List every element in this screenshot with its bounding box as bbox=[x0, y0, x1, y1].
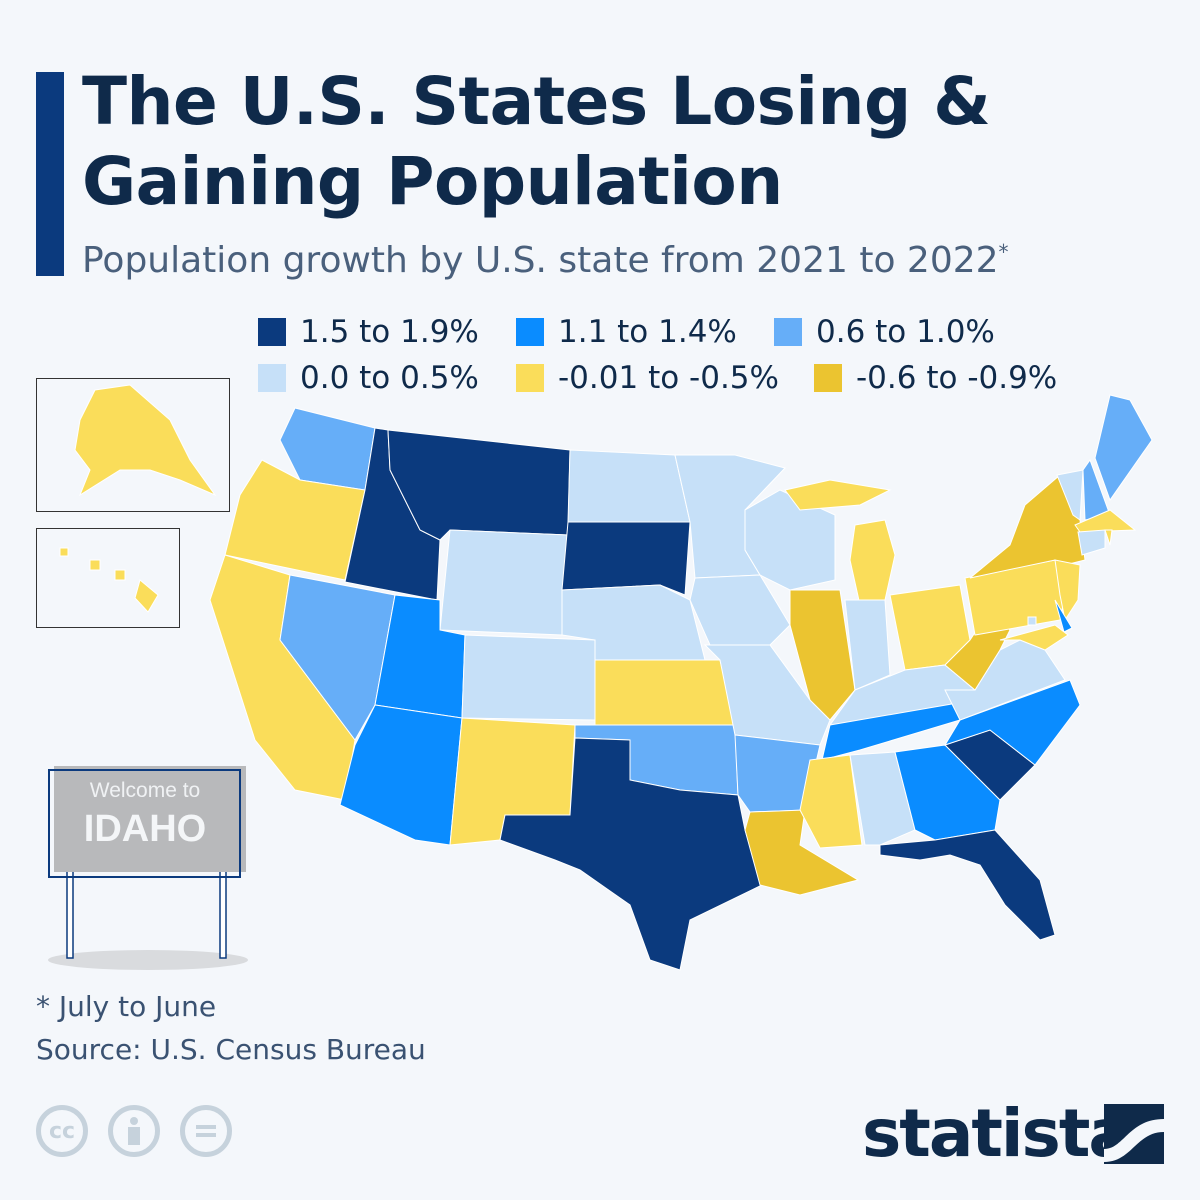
state-nc bbox=[943, 679, 1081, 766]
legend-label: -0.6 to -0.9% bbox=[856, 360, 1058, 396]
state-ct bbox=[1077, 529, 1106, 556]
legend-label: 1.5 to 1.9% bbox=[300, 314, 479, 350]
legend-item: 1.5 to 1.9% bbox=[258, 314, 479, 350]
state-il bbox=[789, 589, 856, 721]
legend-label: 1.1 to 1.4% bbox=[558, 314, 737, 350]
legend-swatch bbox=[516, 364, 544, 392]
state-hi bbox=[59, 547, 159, 613]
subtitle-text: Population growth by U.S. state from 202… bbox=[82, 240, 999, 281]
sign-frame bbox=[48, 769, 241, 878]
state-in bbox=[844, 599, 891, 691]
state-fl bbox=[879, 829, 1056, 941]
state-me bbox=[1094, 394, 1153, 502]
sign-board bbox=[54, 766, 246, 872]
state-al bbox=[849, 751, 916, 846]
state-ms bbox=[799, 754, 863, 849]
state-ri bbox=[1104, 529, 1113, 546]
legend-label: 0.6 to 1.0% bbox=[816, 314, 995, 350]
legend-swatch bbox=[258, 318, 286, 346]
no-derivatives-icon[interactable] bbox=[180, 1105, 232, 1157]
state-md bbox=[999, 624, 1069, 651]
cc-icon[interactable]: cc bbox=[36, 1105, 88, 1157]
subtitle-asterisk: * bbox=[998, 240, 1009, 264]
state-ak bbox=[74, 384, 217, 497]
source: Source: U.S. Census Bureau bbox=[36, 1033, 426, 1066]
legend-label: 0.0 to 0.5% bbox=[300, 360, 479, 396]
state-ks bbox=[594, 659, 736, 726]
cc-text: cc bbox=[48, 1118, 76, 1144]
state-ia bbox=[689, 574, 791, 646]
legend-swatch bbox=[258, 364, 286, 392]
legend-item: -0.01 to -0.5% bbox=[516, 360, 779, 396]
sign-shadow bbox=[48, 950, 248, 970]
legend-label: -0.01 to -0.5% bbox=[558, 360, 779, 396]
statista-logo[interactable]: statista bbox=[862, 1095, 1133, 1172]
state-tn bbox=[821, 699, 977, 761]
statista-logo-icon bbox=[1104, 1104, 1164, 1164]
state-nd bbox=[567, 449, 691, 523]
state-dc bbox=[1027, 616, 1037, 626]
legend-swatch bbox=[516, 318, 544, 346]
subtitle: Population growth by U.S. state from 202… bbox=[82, 240, 1009, 281]
sign-line-2: IDAHO bbox=[84, 808, 206, 850]
title: The U.S. States Losing & Gaining Populati… bbox=[82, 62, 991, 222]
accent-bar bbox=[36, 72, 64, 276]
state-wy bbox=[439, 529, 569, 636]
state-vt bbox=[1056, 469, 1084, 521]
state-nv bbox=[279, 574, 396, 741]
legend-item: 1.1 to 1.4% bbox=[516, 314, 737, 350]
footnote: * July to June bbox=[36, 990, 217, 1023]
idaho-sign: Welcome to IDAHO bbox=[48, 766, 248, 970]
legend-item: -0.6 to -0.9% bbox=[814, 360, 1057, 396]
legend-swatch bbox=[814, 364, 842, 392]
state-nj bbox=[1054, 559, 1081, 622]
sign-line-1: Welcome to bbox=[90, 779, 201, 802]
legend-item: 0.6 to 1.0% bbox=[774, 314, 995, 350]
state-sd bbox=[561, 521, 691, 596]
legend-swatch bbox=[774, 318, 802, 346]
brand-text: statista bbox=[862, 1095, 1133, 1172]
title-line-1: The U.S. States Losing & bbox=[82, 63, 991, 140]
state-ma bbox=[1074, 509, 1137, 533]
legend-item: 0.0 to 0.5% bbox=[258, 360, 479, 396]
state-mo bbox=[703, 644, 831, 746]
hawaii-inset bbox=[36, 528, 180, 628]
state-co bbox=[461, 634, 596, 721]
state-tx bbox=[499, 737, 763, 971]
state-de bbox=[1054, 599, 1073, 633]
title-line-2: Gaining Population bbox=[82, 143, 783, 220]
attribution-icon[interactable] bbox=[108, 1105, 160, 1157]
